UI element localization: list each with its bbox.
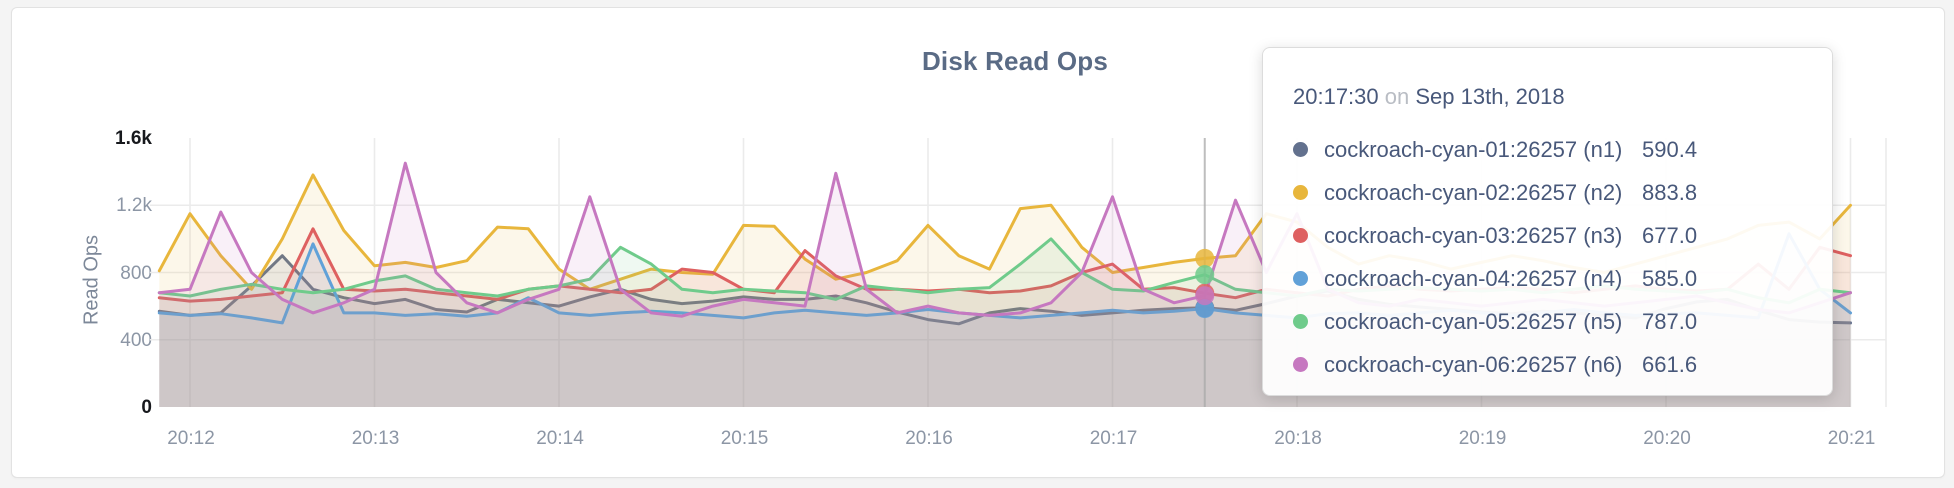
series-value: 883.8 bbox=[1642, 179, 1698, 205]
series-name: cockroach-cyan-06:26257 (n6) bbox=[1324, 351, 1623, 377]
series-color-dot-icon bbox=[1293, 228, 1308, 243]
series-name: cockroach-cyan-04:26257 (n4) bbox=[1324, 265, 1623, 291]
x-tick-label: 20:15 bbox=[720, 428, 769, 449]
y-tick-label: 800 bbox=[120, 262, 152, 284]
series-color-dot-icon bbox=[1293, 271, 1308, 286]
tooltip-series-row: cockroach-cyan-03:26257 (n3) 677.0 bbox=[1287, 214, 1808, 257]
tooltip-series-row: cockroach-cyan-02:26257 (n2) 883.8 bbox=[1287, 171, 1808, 214]
series-color-dot-icon bbox=[1293, 142, 1308, 157]
x-tick-label: 20:16 bbox=[905, 428, 953, 449]
series-name: cockroach-cyan-05:26257 (n5) bbox=[1324, 308, 1623, 334]
series-value: 590.4 bbox=[1642, 136, 1698, 162]
x-tick-label: 20:14 bbox=[536, 428, 584, 449]
x-tick-label: 20:12 bbox=[167, 428, 215, 449]
series-color-dot-icon bbox=[1293, 314, 1308, 329]
x-tick-label: 20:17 bbox=[1089, 428, 1138, 449]
y-tick-label: 1.2k bbox=[116, 195, 152, 217]
x-tick-label: 20:13 bbox=[351, 428, 400, 449]
y-tick-label: 1.6k bbox=[115, 128, 152, 149]
tooltip-time: 20:17:30 bbox=[1293, 84, 1379, 109]
y-tick-label: 0 bbox=[141, 397, 152, 418]
series-value: 787.0 bbox=[1642, 308, 1698, 334]
tooltip-series-row: cockroach-cyan-04:26257 (n4) 585.0 bbox=[1287, 257, 1808, 300]
series-color-dot-icon bbox=[1293, 185, 1308, 200]
series-value: 585.0 bbox=[1642, 265, 1698, 291]
tooltip-date: Sep 13th, 2018 bbox=[1415, 84, 1565, 109]
tooltip-rows: cockroach-cyan-01:26257 (n1) 590.4 cockroa… bbox=[1287, 128, 1808, 386]
series-name: cockroach-cyan-03:26257 (n3) bbox=[1324, 222, 1623, 248]
x-tick-label: 20:18 bbox=[1274, 428, 1322, 449]
tooltip-header: 20:17:30 on Sep 13th, 2018 bbox=[1287, 84, 1808, 110]
series-value: 661.6 bbox=[1642, 351, 1698, 377]
tooltip-conjunction: on bbox=[1384, 84, 1410, 109]
x-tick-label: 20:20 bbox=[1643, 428, 1691, 449]
tooltip-series-row: cockroach-cyan-05:26257 (n5) 787.0 bbox=[1287, 300, 1808, 343]
series-name: cockroach-cyan-01:26257 (n1) bbox=[1324, 136, 1623, 162]
chart-tooltip: 20:17:30 on Sep 13th, 2018 cockroach-cya… bbox=[1262, 47, 1833, 396]
x-tick-label: 20:19 bbox=[1458, 428, 1507, 449]
x-tick-label: 20:21 bbox=[1827, 428, 1876, 449]
tooltip-series-row: cockroach-cyan-06:26257 (n6) 661.6 bbox=[1287, 343, 1808, 386]
chart-title: Disk Read Ops bbox=[921, 46, 1109, 76]
series-name: cockroach-cyan-02:26257 (n2) bbox=[1324, 179, 1623, 205]
series-value: 677.0 bbox=[1642, 222, 1698, 248]
series-color-dot-icon bbox=[1293, 357, 1308, 372]
y-tick-label: 400 bbox=[120, 329, 152, 351]
tooltip-series-row: cockroach-cyan-01:26257 (n1) 590.4 bbox=[1287, 128, 1808, 171]
